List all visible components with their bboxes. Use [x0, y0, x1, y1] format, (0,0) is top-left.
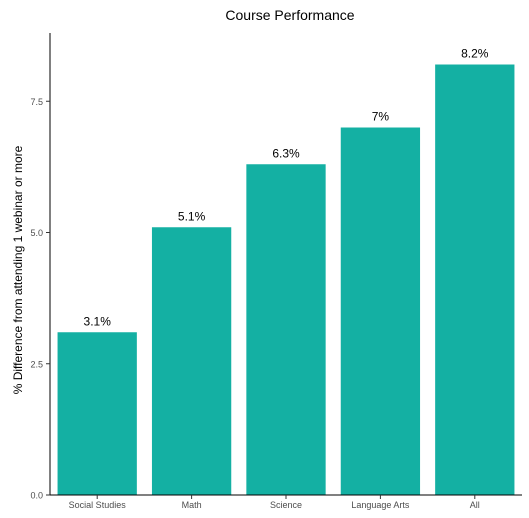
value-labels-group: 3.1% 5.1% 6.3% 7% 8.2%: [84, 47, 489, 329]
chart-title: Course Performance: [225, 7, 354, 23]
x-tick-label: Language Arts: [351, 500, 410, 510]
value-label: 8.2%: [461, 47, 489, 61]
y-tick-label: 0.0: [30, 491, 43, 501]
x-axis: Social Studies Math Science Language Arts Al…: [50, 494, 522, 510]
x-tick-label: Science: [270, 500, 302, 510]
x-tick-label: Social Studies: [69, 500, 127, 510]
bar-science: [246, 164, 326, 495]
bar-language-arts: [340, 127, 421, 495]
value-label: 6.3%: [272, 146, 300, 160]
y-axis-label: % Difference from attending 1 webinar or…: [11, 145, 25, 394]
bar-social-studies: [57, 332, 137, 495]
bars-group: [57, 64, 515, 495]
y-tick-label: 2.5: [30, 359, 43, 369]
x-tick-label: All: [470, 500, 480, 510]
value-label: 3.1%: [84, 314, 112, 328]
x-tick-label: Math: [182, 500, 202, 510]
bar-math: [151, 227, 232, 495]
value-label: 5.1%: [178, 209, 206, 223]
bar-all: [435, 64, 515, 495]
y-tick-label: 5.0: [30, 228, 43, 238]
value-label: 7%: [372, 110, 390, 124]
y-axis: 0.0 2.5 5.0 7.5: [30, 33, 51, 501]
y-tick-label: 7.5: [30, 97, 43, 107]
